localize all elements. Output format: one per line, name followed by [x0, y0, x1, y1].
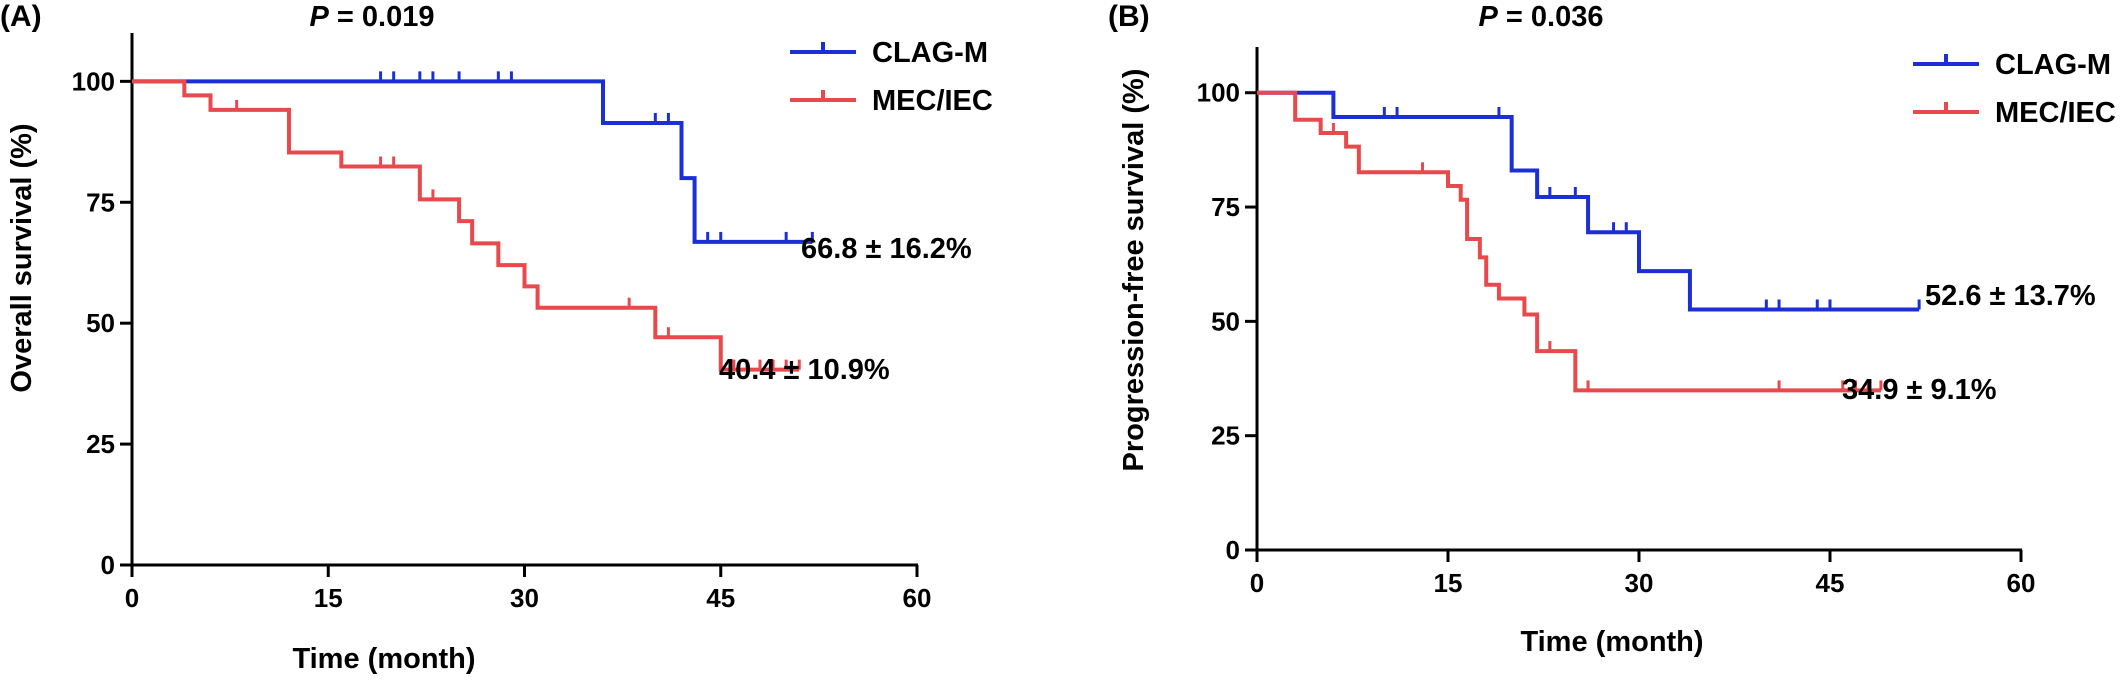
km-curve-clag-m — [132, 79, 813, 244]
end-label-clag-m: 66.8 ± 16.2% — [801, 233, 972, 265]
legend-label-clag-m: CLAG-M — [1995, 49, 2111, 81]
x-tick-label: 60 — [903, 583, 932, 613]
x-tick-labels: 0 15 30 45 60 — [1250, 568, 2036, 598]
x-tick-label: 45 — [706, 583, 735, 613]
end-label-mec-iec: 40.4 ± 10.9% — [719, 354, 890, 386]
x-tick-label: 15 — [1434, 568, 1463, 598]
legend-label-mec-iec: MEC/IEC — [872, 85, 993, 117]
x-tick-label: 15 — [314, 583, 343, 613]
x-tick-label: 60 — [2007, 568, 2036, 598]
y-tick-label: 75 — [1211, 192, 1240, 222]
y-tick-label: 75 — [86, 187, 115, 217]
y-tick-label: 50 — [1211, 306, 1240, 336]
y-axis-label: Overall survival (%) — [6, 123, 38, 392]
y-axis-label: Progression-free survival (%) — [1118, 69, 1150, 472]
x-tick-label: 0 — [1250, 568, 1264, 598]
y-tick-label: 100 — [72, 66, 115, 96]
legend: CLAG-M MEC/IEC — [790, 37, 993, 117]
x-tick-label: 30 — [510, 583, 539, 613]
x-axis-label: Time (month) — [292, 643, 475, 675]
km-curve-mec-iec — [1257, 90, 1881, 393]
end-label-mec-iec: 34.9 ± 9.1% — [1842, 374, 1997, 406]
y-tick-label: 50 — [86, 308, 115, 338]
p-value-title: P = 0.019 — [310, 1, 435, 33]
legend-label-mec-iec: MEC/IEC — [1995, 97, 2116, 129]
y-tick-label: 25 — [1211, 421, 1240, 451]
axes — [120, 33, 919, 577]
axes — [1245, 47, 2023, 562]
y-tick-labels: 0 25 50 75 100 — [1197, 78, 1240, 565]
y-tick-labels: 0 25 50 75 100 — [72, 66, 115, 580]
y-tick-label: 25 — [86, 429, 115, 459]
x-tick-label: 30 — [1625, 568, 1654, 598]
x-tick-label: 45 — [1816, 568, 1845, 598]
panel-label: (B) — [1108, 0, 1150, 33]
x-tick-label: 0 — [125, 583, 139, 613]
legend: CLAG-M MEC/IEC — [1913, 49, 2116, 129]
y-tick-label: 100 — [1197, 78, 1240, 108]
p-value-title: P = 0.036 — [1479, 1, 1604, 33]
y-tick-label: 0 — [101, 550, 115, 580]
x-tick-labels: 0 15 30 45 60 — [125, 583, 932, 613]
panel-b: (B) P = 0.036 Progression-free survival … — [1108, 0, 2116, 658]
series-lines — [1257, 90, 1921, 393]
legend-label-clag-m: CLAG-M — [872, 37, 988, 69]
panel-a: (A) P = 0.019 Overall survival (%) Time … — [0, 0, 993, 675]
km-curve-mec-iec — [132, 79, 800, 372]
y-tick-label: 0 — [1226, 535, 1240, 565]
x-axis-label: Time (month) — [1520, 626, 1703, 658]
end-label-clag-m: 52.6 ± 13.7% — [1925, 280, 2096, 312]
panel-label: (A) — [0, 0, 42, 33]
series-lines — [132, 71, 814, 372]
km-curve-clag-m — [1257, 90, 1920, 312]
